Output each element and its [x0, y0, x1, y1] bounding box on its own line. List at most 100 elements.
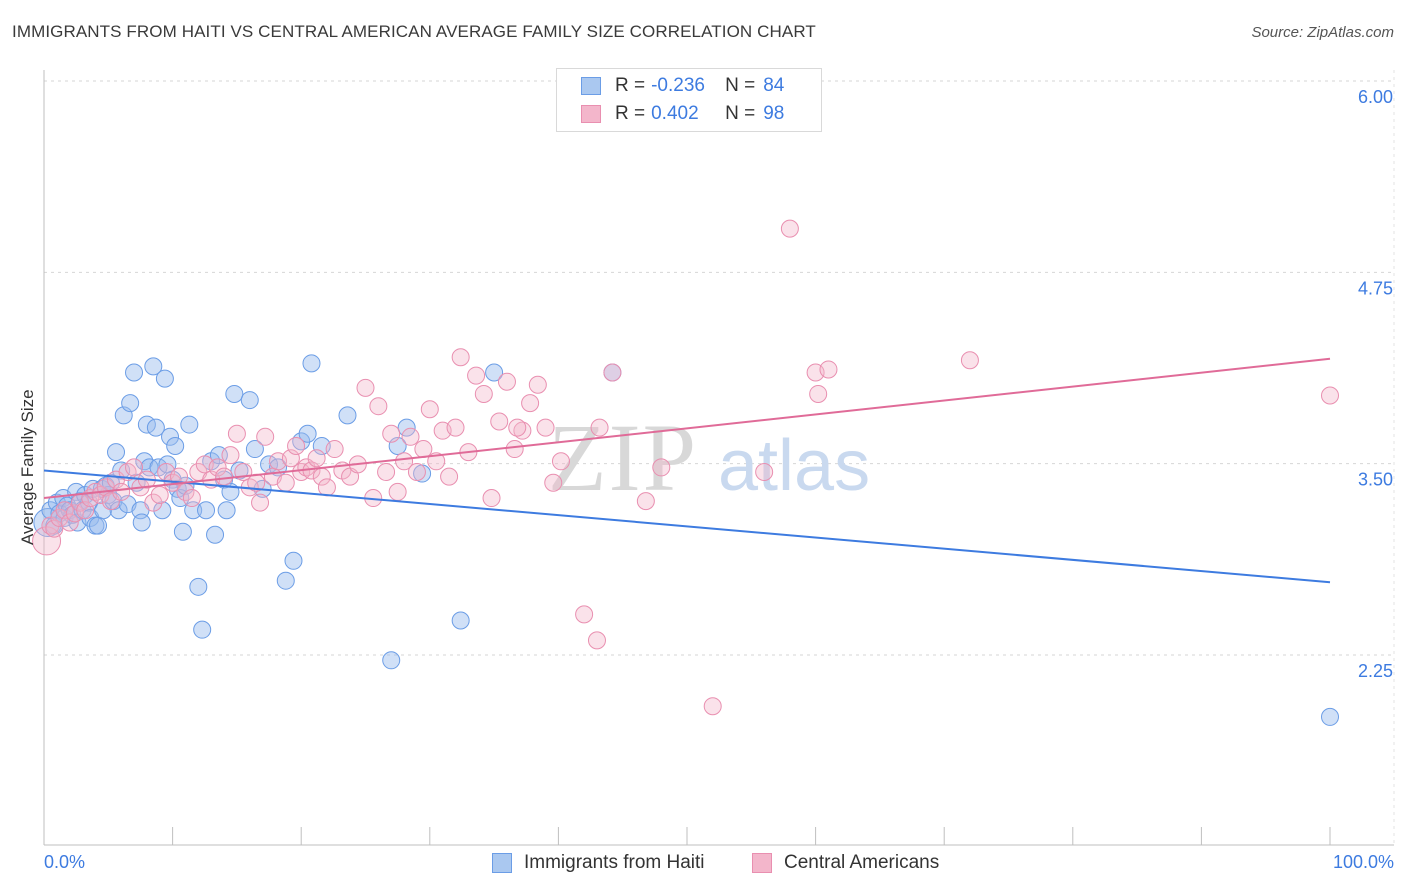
central-point [407, 463, 426, 482]
series-swatch-pink [752, 853, 772, 873]
watermark-zip: ZIP [548, 404, 698, 511]
haiti-point [193, 620, 212, 639]
haiti-point [382, 651, 401, 670]
central-point [446, 418, 465, 437]
central-point [144, 493, 163, 512]
legend-r-label: R = [615, 75, 646, 96]
central-point [276, 473, 295, 492]
haiti-point [180, 415, 199, 434]
haiti-point [302, 354, 321, 373]
central-point [221, 446, 240, 465]
legend-n-value: 84 [763, 75, 785, 96]
central-point [508, 418, 527, 437]
central-point [440, 467, 459, 486]
central-point [482, 489, 501, 508]
series-swatch-blue [492, 853, 512, 873]
central-point [960, 351, 979, 370]
haiti-point [144, 357, 163, 376]
central-point [474, 384, 493, 403]
haiti-point [1321, 707, 1339, 726]
haiti-point [166, 436, 185, 455]
central-point [369, 397, 388, 416]
chart-source: Source: ZipAtlas.com [1251, 24, 1394, 41]
legend-swatch-blue [581, 77, 601, 95]
haiti-point [125, 363, 144, 382]
series-legend-central[interactable]: Central Americans [752, 852, 939, 874]
central-point [780, 219, 799, 238]
haiti-point [89, 516, 108, 535]
central-point [755, 463, 774, 482]
haiti-point [397, 418, 416, 437]
series-legend: Immigrants from Haiti Central Americans [0, 852, 1406, 878]
y-tick-labels: 2.25 3.50 4.75 6.00 [1358, 87, 1393, 681]
central-point [125, 458, 144, 477]
y-tick-label: 4.75 [1358, 278, 1393, 298]
y-tick-label: 6.00 [1358, 87, 1393, 107]
haiti-point [451, 611, 470, 630]
series-legend-label: Immigrants from Haiti [524, 852, 705, 873]
haiti-point [146, 418, 165, 437]
series-legend-label: Central Americans [784, 852, 940, 873]
legend-row-central: R = 0.402 N = 98 [581, 101, 784, 127]
central-point [590, 418, 609, 437]
legend-n-value: 98 [763, 103, 785, 124]
series-legend-haiti[interactable]: Immigrants from Haiti [492, 852, 705, 874]
haiti-point [109, 501, 128, 520]
haiti-point [121, 394, 140, 413]
haiti-point [217, 501, 236, 520]
haiti-point [485, 363, 504, 382]
haiti-point [161, 427, 180, 446]
central-point [356, 378, 375, 397]
haiti-point [338, 406, 357, 425]
y-tick-label: 3.50 [1358, 470, 1393, 490]
central-point [182, 489, 201, 508]
y-axis-label: Average Family Size [18, 389, 37, 545]
central-point [317, 478, 336, 497]
central-point [227, 424, 246, 443]
x-tick-label-max: 100.0% [1332, 852, 1394, 872]
central-point [490, 412, 509, 431]
central-point [819, 360, 838, 379]
haiti-point [245, 440, 264, 459]
central-point [497, 372, 516, 391]
central-point [513, 421, 532, 440]
central-point [451, 348, 470, 367]
haiti-point [155, 369, 174, 388]
central-point [420, 400, 439, 419]
central-point [45, 519, 64, 538]
central-point [382, 424, 401, 443]
haiti-point [276, 571, 295, 590]
central-point [208, 458, 227, 477]
central-point [575, 605, 594, 624]
haiti-point [284, 551, 303, 570]
central-point [325, 440, 344, 459]
central-point [256, 427, 275, 446]
central-point [603, 363, 622, 382]
central-point [652, 458, 671, 477]
haiti-point [153, 501, 172, 520]
legend-n-label: N = [725, 75, 756, 96]
haiti-point [206, 525, 225, 544]
central-point [551, 452, 570, 471]
haiti-point [298, 424, 317, 443]
haiti-point [225, 384, 244, 403]
correlation-legend: R = -0.236 N = 84 R = 0.402 N = 98 [556, 68, 822, 132]
central-point [377, 463, 396, 482]
haiti-point [132, 513, 151, 532]
central-point [544, 473, 563, 492]
haiti-point [173, 522, 192, 541]
central-point [636, 492, 655, 511]
central-point [528, 375, 547, 394]
central-point [536, 418, 555, 437]
legend-r-value: 0.402 [651, 103, 699, 124]
central-point [60, 513, 79, 532]
legend-n-label: N = [725, 103, 756, 124]
legend-r-value: -0.236 [651, 75, 705, 96]
haiti-trend-line [43, 469, 1331, 584]
haiti-point [107, 443, 126, 462]
central-point [307, 449, 326, 468]
legend-swatch-pink [581, 105, 601, 123]
haiti-point [189, 577, 208, 596]
central-point [388, 482, 407, 501]
